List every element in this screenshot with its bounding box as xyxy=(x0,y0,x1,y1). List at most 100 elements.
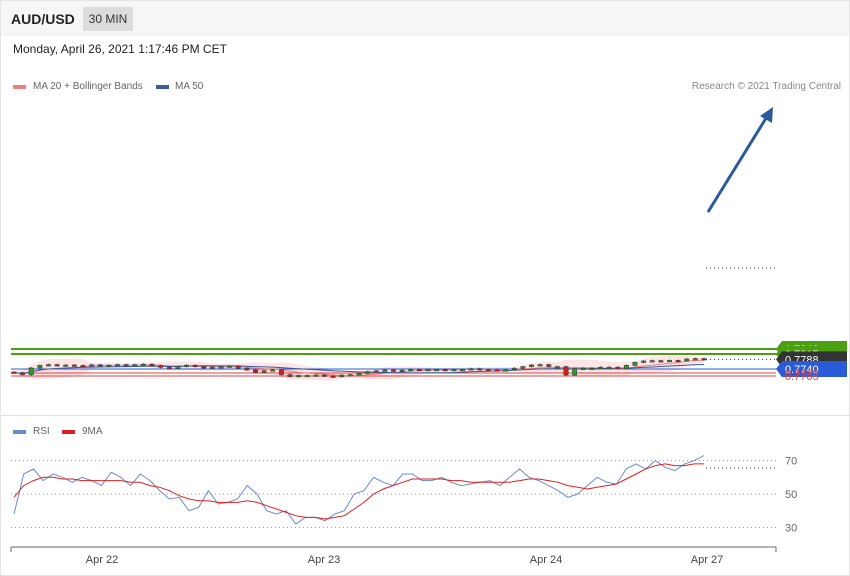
rsi-legend: RSI xyxy=(33,426,50,437)
candle-body xyxy=(158,365,164,368)
candle-body xyxy=(149,363,155,366)
candle-body xyxy=(11,371,17,374)
candle-body xyxy=(106,364,112,367)
candle-body xyxy=(175,366,181,369)
candle-body xyxy=(606,366,612,369)
level-tag-0.7740 xyxy=(776,360,847,377)
candle-body xyxy=(37,365,43,369)
candle-body xyxy=(494,369,500,372)
candle-body xyxy=(408,369,414,372)
candle-body xyxy=(296,375,302,378)
candle-body xyxy=(460,369,465,372)
candle-body xyxy=(615,366,621,369)
candle-body xyxy=(537,364,543,367)
candle-body xyxy=(563,366,569,376)
candle-body xyxy=(701,358,707,361)
candle-body xyxy=(322,374,327,377)
ma20-swatch xyxy=(13,85,26,89)
candle-body xyxy=(347,374,353,377)
candle-body xyxy=(365,371,371,374)
candle-body xyxy=(28,367,34,375)
candle-body xyxy=(425,369,431,372)
candle-body xyxy=(97,364,103,367)
candle-body xyxy=(20,372,26,375)
panel-separator xyxy=(1,415,849,416)
candle-body xyxy=(399,369,405,372)
candle-body xyxy=(278,369,284,375)
symbol-label: AUD/USD xyxy=(11,11,75,27)
top-bar xyxy=(1,1,849,36)
candle-body xyxy=(667,360,672,363)
candle-body xyxy=(373,370,379,373)
candle-body xyxy=(511,367,517,371)
candle-body xyxy=(520,366,526,369)
candle-body xyxy=(675,360,681,363)
rsi-ma-swatch xyxy=(62,430,75,434)
candle-body xyxy=(184,364,189,367)
candle-body xyxy=(270,369,276,372)
candle-body xyxy=(123,364,129,367)
candle-body xyxy=(132,364,138,367)
candle-body xyxy=(451,369,457,372)
timeframe-button[interactable]: 30 MIN xyxy=(83,7,133,31)
candle-body xyxy=(244,367,250,371)
candle-body xyxy=(235,365,241,369)
candle-body xyxy=(391,369,396,372)
candle-body xyxy=(89,364,95,367)
candle-body xyxy=(692,358,698,361)
ma50-swatch xyxy=(156,85,169,89)
candle-body xyxy=(339,374,345,378)
rsi-ma-legend: 9MA xyxy=(82,426,103,437)
candle-body xyxy=(572,368,578,376)
candle-body xyxy=(253,369,258,373)
candle-body xyxy=(287,374,293,377)
candle-body xyxy=(623,365,629,369)
ma50-legend: MA 50 xyxy=(175,81,204,92)
rsi-ma-line xyxy=(13,463,704,520)
candle-body xyxy=(477,368,483,371)
candle-body xyxy=(115,364,120,367)
candle-body xyxy=(632,362,638,366)
candle-body xyxy=(589,367,595,370)
candle-body xyxy=(227,365,233,368)
candle-body xyxy=(304,375,310,378)
candle-body xyxy=(468,368,474,371)
candle-body xyxy=(54,364,60,367)
candle-body xyxy=(46,364,51,367)
candle-body xyxy=(71,364,77,367)
candle-body xyxy=(416,369,422,372)
rsi-swatch xyxy=(13,430,26,434)
x-tick-label: Apr 24 xyxy=(530,554,562,566)
rsi-tick-30: 30 xyxy=(785,522,797,534)
rsi-line xyxy=(13,455,705,525)
candle-body xyxy=(580,367,586,370)
level-label-0.7705: 0.7705 xyxy=(785,371,819,383)
candle-body xyxy=(658,360,664,363)
candle-body xyxy=(529,364,534,367)
timestamp: Monday, April 26, 2021 1:17:46 PM CET xyxy=(13,42,227,56)
candle-body xyxy=(684,358,690,362)
candle-body xyxy=(209,366,215,369)
candle-body xyxy=(330,375,336,378)
x-tick-label: Apr 27 xyxy=(691,554,723,566)
candle-body xyxy=(192,364,198,367)
x-tick-label: Apr 22 xyxy=(86,554,118,566)
candle-body xyxy=(80,365,86,368)
candle-body xyxy=(140,363,146,366)
level-label-0.7720: 0.7720 xyxy=(785,368,819,380)
candle-body xyxy=(261,370,267,373)
candle-body xyxy=(382,369,388,372)
candle-body xyxy=(485,369,491,372)
candle-body xyxy=(166,367,172,370)
candle-body xyxy=(554,366,560,369)
level-label-0.7740: 0.7740 xyxy=(785,364,819,376)
candle-body xyxy=(442,369,448,372)
candle-body xyxy=(598,366,603,369)
credit-text: Research © 2021 Trading Central xyxy=(691,81,841,92)
rsi-tick-50: 50 xyxy=(785,489,797,501)
forecast-arrow-line xyxy=(706,114,770,213)
candle-body xyxy=(546,364,552,367)
candle-body xyxy=(313,374,319,377)
ma20-legend: MA 20 + Bollinger Bands xyxy=(33,81,143,92)
